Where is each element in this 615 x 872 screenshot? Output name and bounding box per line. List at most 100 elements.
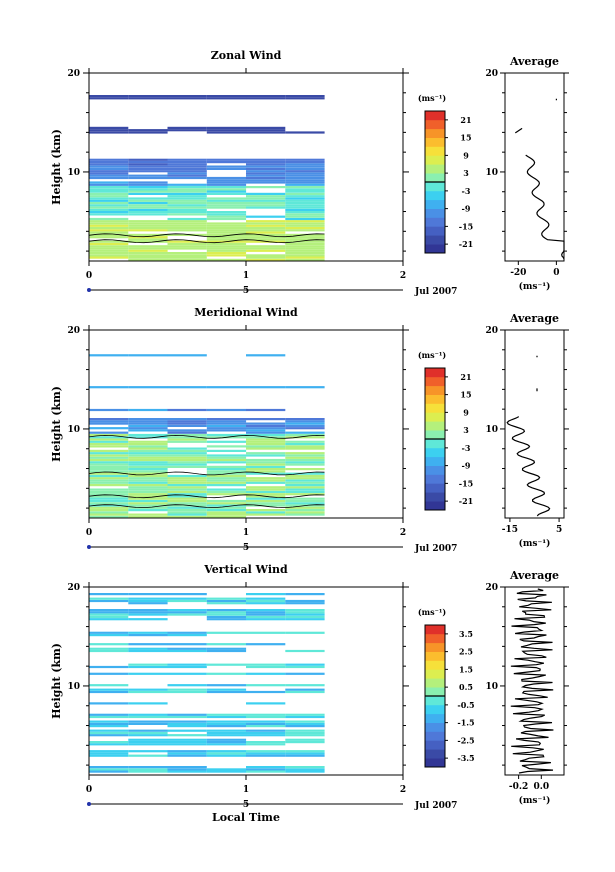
heatmap-cell bbox=[285, 97, 325, 100]
heatmap-cell bbox=[89, 167, 129, 170]
heatmap-cell bbox=[285, 770, 325, 773]
heatmap-cell bbox=[206, 511, 247, 514]
heatmap-cell bbox=[89, 766, 129, 769]
heatmap-cell bbox=[89, 741, 129, 744]
heatmap-cell bbox=[89, 354, 129, 357]
heatmap-cell bbox=[167, 201, 207, 205]
heatmap-cell bbox=[128, 497, 168, 500]
y-tick-label: 10 bbox=[67, 425, 80, 435]
heatmap-cell bbox=[167, 720, 207, 723]
heatmap-cell bbox=[89, 474, 129, 478]
heatmap-cell bbox=[285, 511, 325, 514]
heatmap-field bbox=[88, 95, 325, 261]
heatmap-cell bbox=[285, 247, 325, 250]
heatmap-cell bbox=[285, 224, 325, 227]
colorbar: 21 15 9 3 -3 -9 -15 -21 bbox=[424, 367, 473, 511]
average-frame bbox=[504, 72, 565, 262]
heatmap-cell bbox=[128, 238, 168, 241]
y-tick-label: 20 bbox=[67, 69, 80, 79]
heatmap-cell bbox=[285, 158, 325, 161]
heatmap-cell bbox=[128, 443, 168, 446]
heatmap-cell bbox=[128, 247, 168, 250]
heatmap-cell bbox=[167, 188, 207, 191]
heatmap-cell bbox=[285, 431, 325, 434]
heatmap-cell bbox=[128, 445, 168, 448]
heatmap-cell bbox=[285, 424, 325, 427]
heatmap-cell bbox=[167, 206, 207, 209]
heatmap-cell bbox=[128, 611, 168, 614]
heatmap-cell bbox=[89, 242, 129, 246]
heatmap-cell bbox=[285, 211, 325, 214]
heatmap-cell bbox=[285, 188, 325, 191]
heatmap-cell bbox=[285, 170, 325, 173]
heatmap-cell bbox=[167, 495, 207, 498]
heatmap-cell bbox=[89, 713, 129, 716]
heatmap-cell bbox=[89, 734, 129, 737]
heatmap-cell bbox=[246, 488, 286, 491]
heatmap-cell bbox=[246, 197, 286, 200]
heatmap-cell bbox=[128, 690, 168, 694]
colorbar-tick-label: 9 bbox=[463, 150, 469, 160]
colorbar-segment bbox=[425, 421, 445, 431]
heatmap-cell bbox=[89, 158, 129, 161]
heatmap-cell bbox=[167, 754, 207, 757]
heatmap-cell bbox=[128, 176, 168, 180]
heatmap-cell bbox=[206, 715, 247, 719]
x-tick-label: 2 bbox=[400, 271, 406, 281]
heatmap-cell bbox=[167, 770, 207, 773]
heatmap-cell bbox=[167, 227, 207, 230]
heatmap-cell bbox=[128, 488, 168, 491]
heatmap-cell bbox=[128, 472, 168, 475]
heatmap-cell bbox=[206, 238, 247, 241]
heatmap-cell bbox=[128, 206, 168, 209]
heatmap-cell bbox=[89, 181, 129, 184]
colorbar-segment bbox=[425, 456, 445, 466]
heatmap-cell bbox=[285, 176, 325, 180]
heatmap-cell bbox=[167, 183, 207, 186]
heatmap-cell bbox=[128, 167, 168, 170]
heatmap-cell bbox=[246, 238, 286, 241]
heatmap-cell bbox=[128, 468, 168, 471]
heatmap-cell bbox=[128, 750, 168, 753]
colorbar-segment bbox=[425, 625, 445, 635]
heatmap-cell bbox=[167, 738, 207, 741]
panel-title: Vertical Wind bbox=[203, 563, 288, 576]
heatmap-cell bbox=[206, 224, 247, 227]
heatmap-cell bbox=[89, 436, 129, 439]
heatmap-cell bbox=[128, 715, 168, 719]
heatmap-cell bbox=[246, 181, 286, 184]
heatmap-cell bbox=[285, 609, 325, 612]
heatmap-cell bbox=[89, 256, 129, 259]
heatmap-cell bbox=[206, 167, 247, 170]
day-axis-label: 5 bbox=[243, 543, 249, 553]
heatmap-cell bbox=[285, 163, 325, 166]
heatmap-cell bbox=[285, 490, 325, 493]
heatmap-cell bbox=[246, 741, 286, 744]
heatmap-cell bbox=[285, 599, 325, 603]
heatmap-cell bbox=[128, 702, 168, 705]
heatmap-cell bbox=[167, 454, 207, 457]
heatmap-cell bbox=[206, 488, 247, 491]
heatmap-cell bbox=[246, 204, 286, 207]
heatmap-cell bbox=[89, 613, 129, 616]
avg-y-tick-label: 20 bbox=[485, 69, 498, 79]
heatmap-cell bbox=[285, 443, 325, 446]
heatmap-cell bbox=[246, 201, 286, 205]
heatmap-cell bbox=[206, 236, 247, 239]
heatmap-cell bbox=[285, 493, 325, 496]
heatmap-cell bbox=[206, 458, 247, 462]
heatmap-cell bbox=[206, 481, 247, 484]
colorbar-segment bbox=[425, 749, 445, 759]
panel-3: Vertical Wind 10 20 0 1 2 Height (km) 5 Jul 2007… bbox=[50, 563, 569, 811]
heatmap-cell bbox=[128, 474, 168, 478]
heatmap-cell bbox=[206, 484, 247, 487]
heatmap-cell bbox=[128, 422, 168, 425]
heatmap-cell bbox=[128, 440, 168, 443]
heatmap-cell bbox=[285, 768, 325, 771]
heatmap-cell bbox=[128, 165, 168, 168]
heatmap-cell bbox=[285, 741, 325, 744]
heatmap-cell bbox=[246, 593, 286, 596]
heatmap-cell bbox=[128, 713, 168, 716]
heatmap-cell bbox=[89, 504, 129, 507]
